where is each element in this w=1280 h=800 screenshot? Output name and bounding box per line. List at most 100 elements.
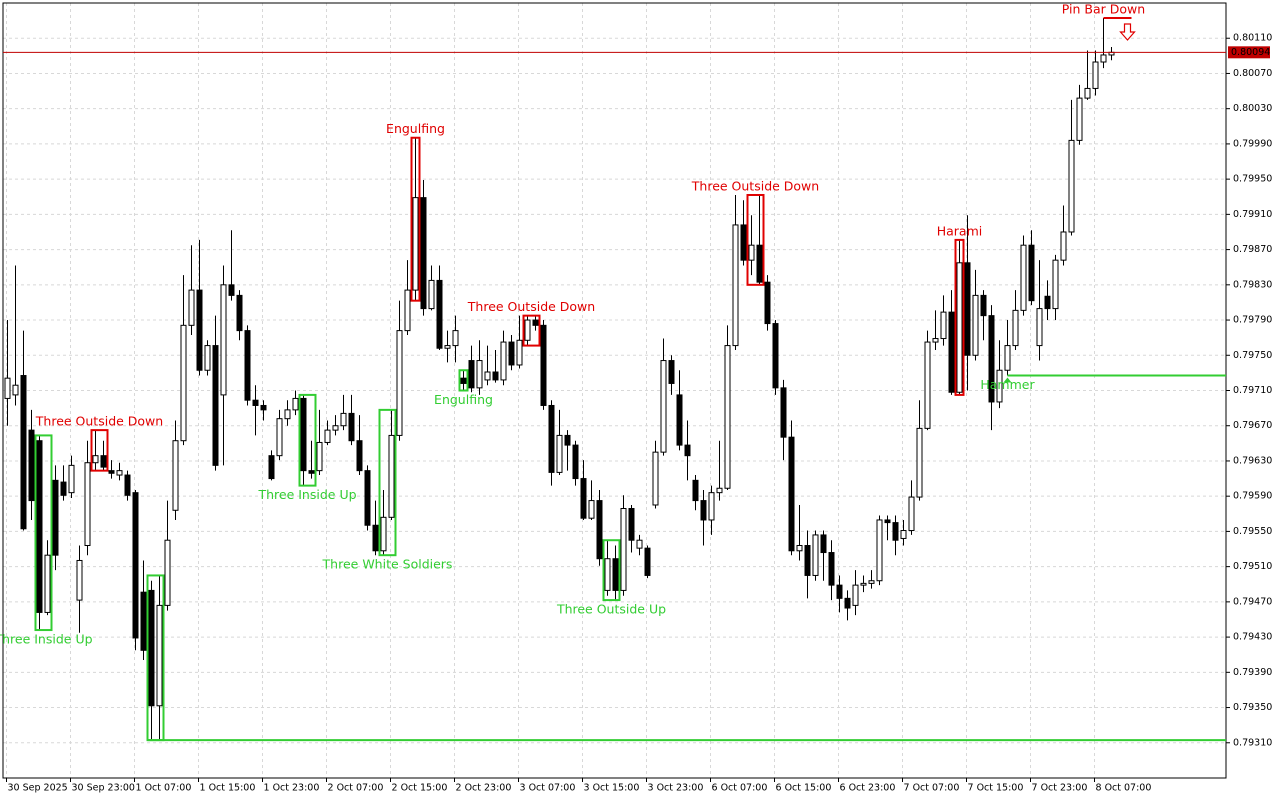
- candle-body: [12, 384, 19, 396]
- candle-body: [660, 360, 667, 453]
- candle-body: [228, 284, 235, 296]
- candle-body: [788, 436, 795, 552]
- y-tick-label: 0.79910: [1233, 209, 1272, 220]
- pattern-box: [458, 369, 469, 392]
- candle-body: [28, 429, 35, 502]
- candle-body: [420, 197, 427, 310]
- candle-body: [396, 330, 403, 436]
- pattern-box: [298, 393, 317, 487]
- candle-body: [68, 464, 75, 494]
- pattern-label: Engulfing: [434, 392, 493, 407]
- candle-body: [580, 478, 587, 519]
- candle-body: [500, 341, 507, 381]
- candle-body: [596, 500, 603, 560]
- candle-body: [164, 539, 171, 606]
- pattern-box: [378, 408, 397, 557]
- y-tick-label: 0.80110: [1233, 33, 1272, 44]
- candle-body: [820, 534, 827, 554]
- candle-body: [1004, 345, 1011, 371]
- candle-body: [268, 455, 275, 480]
- candle-body: [940, 311, 947, 340]
- y-tick-label: 0.79430: [1233, 632, 1272, 643]
- candle-body: [388, 434, 395, 518]
- y-tick-label: 0.79790: [1233, 315, 1272, 326]
- candle-body: [100, 455, 107, 468]
- y-tick-label: 0.79710: [1233, 385, 1272, 396]
- y-tick-label: 0.79350: [1233, 702, 1272, 713]
- candle-body: [916, 427, 923, 498]
- candle-body: [308, 470, 315, 474]
- x-tick-label: 2 Oct 07:00: [328, 783, 384, 794]
- pattern-box: [90, 429, 109, 472]
- candle-body: [356, 440, 363, 472]
- candle-body: [1076, 97, 1083, 141]
- candle-body: [708, 492, 715, 521]
- candle-body: [804, 545, 811, 576]
- candle-body: [284, 409, 291, 420]
- candle-body: [908, 496, 915, 532]
- candle-body: [524, 319, 531, 341]
- candle-body: [196, 289, 203, 371]
- candle-body: [492, 371, 499, 381]
- candle-body: [380, 516, 387, 552]
- candle-body: [84, 462, 91, 546]
- candle-body: [188, 289, 195, 326]
- y-tick-label: 0.79870: [1233, 244, 1272, 255]
- candle-body: [468, 360, 475, 389]
- pattern-box: [410, 136, 421, 302]
- candle-body: [564, 434, 571, 446]
- candle-body: [36, 440, 43, 613]
- pattern-label: Engulfing: [386, 121, 445, 136]
- pattern-arrow: [1119, 23, 1136, 41]
- x-tick-label: 2 Oct 23:00: [456, 783, 512, 794]
- candle-body: [764, 281, 771, 325]
- candle-body: [44, 554, 51, 613]
- pattern-box: [954, 238, 965, 396]
- candle-body: [668, 360, 675, 384]
- candle-body: [1020, 244, 1027, 311]
- y-tick-label: 0.79470: [1233, 596, 1272, 607]
- y-tick-label: 0.79310: [1233, 737, 1272, 748]
- x-tick-label: 7 Oct 23:00: [1032, 783, 1088, 794]
- candle-body: [412, 197, 419, 291]
- candle-body: [276, 418, 283, 457]
- candle-body: [828, 552, 835, 586]
- candle-body: [92, 455, 99, 464]
- candle-body: [796, 545, 803, 552]
- candle-body: [372, 524, 379, 552]
- y-tick-label: 0.79510: [1233, 561, 1272, 572]
- y-tick-label: 0.79670: [1233, 420, 1272, 431]
- candle-body: [180, 324, 187, 442]
- candle-body: [108, 470, 115, 474]
- y-tick-label: 0.79630: [1233, 455, 1272, 466]
- candle-body: [868, 580, 875, 584]
- candle-body: [684, 444, 691, 457]
- x-tick-label: 6 Oct 15:00: [776, 783, 832, 794]
- candle-body: [676, 394, 683, 446]
- candle-body: [812, 534, 819, 576]
- candle-body: [4, 377, 11, 399]
- pattern-label: Three Outside Down: [691, 178, 819, 193]
- last-price-label: 0.80094: [1231, 47, 1270, 58]
- candle-body: [436, 279, 443, 349]
- y-tick-label: 0.79590: [1233, 491, 1272, 502]
- y-tick-label: 0.79750: [1233, 350, 1272, 361]
- candle-body: [548, 404, 555, 473]
- candle-body: [132, 492, 139, 639]
- x-tick-label: 1 Oct 07:00: [136, 783, 192, 794]
- candle-body: [932, 338, 939, 343]
- y-tick-label: 0.80070: [1233, 68, 1272, 79]
- x-tick-label: 8 Oct 07:00: [1096, 783, 1152, 794]
- candle-body: [1012, 309, 1019, 347]
- x-tick-label: 7 Oct 07:00: [904, 783, 960, 794]
- candle-body: [948, 311, 955, 393]
- y-tick-label: 0.79830: [1233, 279, 1272, 290]
- candle-body: [220, 284, 227, 396]
- y-tick-label: 0.79550: [1233, 526, 1272, 537]
- candle-body: [476, 360, 483, 389]
- candle-body: [428, 279, 435, 310]
- pattern-label: Three Outside Down: [467, 299, 595, 314]
- candle-body: [628, 508, 635, 541]
